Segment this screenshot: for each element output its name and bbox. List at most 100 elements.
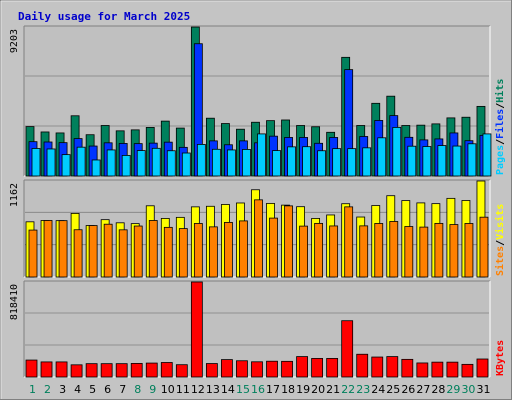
sites-bar-day-11 [178, 228, 188, 278]
pages-series [31, 127, 492, 177]
pages-bar-day-1 [31, 148, 41, 177]
hits-legend-separator: / [495, 139, 506, 145]
visits-legend: Sites/Visits [494, 204, 506, 276]
day-label-11: 11 [176, 383, 190, 396]
sites-bar-day-10 [163, 226, 173, 278]
day-label-24: 24 [371, 383, 385, 396]
kbytes-bar-day-20 [311, 358, 324, 378]
pages-bar-day-12 [196, 144, 206, 177]
day-labels: 1 2 3 4 5 6 7 8 9 10 11 12 13 14 15 16 17 18 19 20 21 22 23 24 2… [29, 383, 490, 396]
day-label-31: 31 [476, 383, 490, 396]
day-label-1: 1 [29, 383, 36, 396]
sites-bar-day-18 [284, 205, 293, 278]
pages-bar-day-30 [467, 143, 477, 177]
panels-layer: 9203Pages/Files/Hits1162Sites/Visits8184… [9, 25, 506, 378]
pages-bar-day-21 [332, 148, 342, 177]
kbytes-bar-day-9 [145, 362, 158, 378]
pages-bar-day-2 [46, 148, 56, 177]
day-label-15: 15 [236, 383, 250, 396]
hits-legend-files: Files [494, 109, 506, 139]
kbytes-bar-day-29 [446, 361, 459, 378]
pages-bar-day-11 [181, 152, 191, 177]
pages-bar-day-24 [377, 137, 387, 177]
day-label-2: 2 [44, 383, 51, 396]
pages-bar-day-13 [211, 148, 221, 177]
pages-bar-day-9 [151, 147, 161, 177]
pages-bar-day-31 [482, 133, 492, 177]
pages-bar-day-17 [272, 150, 281, 177]
sites-bar-day-2 [43, 220, 53, 278]
pages-bar-day-16 [257, 133, 266, 177]
pages-bar-day-7 [121, 155, 131, 177]
day-label-30: 30 [461, 383, 475, 396]
day-label-13: 13 [206, 383, 220, 396]
day-label-3: 3 [59, 383, 66, 396]
pages-bar-day-4 [76, 146, 86, 177]
day-label-19: 19 [296, 383, 310, 396]
pages-bar-day-10 [166, 150, 176, 177]
day-label-29: 29 [446, 383, 460, 396]
kbytes-bar-day-30 [461, 363, 474, 378]
sites-bar-day-26 [404, 226, 414, 278]
sites-bar-day-27 [419, 226, 429, 278]
sites-bar-day-3 [58, 220, 68, 278]
kbytes-bar-day-14 [221, 359, 233, 378]
sites-bar-day-30 [464, 223, 474, 278]
kbytes-bar-day-6 [100, 363, 113, 378]
chart-title: Daily usage for March 2025 [18, 10, 190, 23]
pages-bar-day-8 [136, 150, 146, 177]
sites-bar-day-28 [434, 222, 444, 278]
day-label-9: 9 [149, 383, 156, 396]
day-label-22: 22 [341, 383, 355, 396]
kbytes-bar-day-26 [401, 358, 414, 378]
day-label-28: 28 [431, 383, 445, 396]
kbytes-legend-kbytes: KBytes [495, 340, 506, 376]
kbytes-bar-day-12 [190, 281, 203, 378]
day-label-4: 4 [74, 383, 81, 396]
sites-bar-day-5 [88, 225, 98, 278]
kbytes-bar-day-8 [130, 363, 143, 378]
kbytes-bar-day-7 [115, 363, 128, 378]
visits-legend-visits: Visits [494, 204, 506, 240]
hits-legend: Pages/Files/Hits [494, 79, 506, 175]
day-label-10: 10 [161, 383, 175, 396]
kbytes-bar-day-27 [416, 362, 429, 378]
day-label-26: 26 [401, 383, 415, 396]
kbytes-panel: 818410 KBytes [9, 280, 506, 378]
kbytes-bar-day-22 [341, 320, 354, 378]
hits-legend-hits: Hits [494, 79, 506, 103]
sites-bar-day-25 [389, 221, 399, 278]
sites-bar-day-7 [118, 229, 128, 278]
day-label-16: 16 [251, 383, 265, 396]
day-label-23: 23 [356, 383, 370, 396]
pages-bar-day-26 [407, 145, 417, 177]
kbytes-bar-day-10 [160, 362, 173, 378]
kbytes-bar-day-2 [40, 361, 53, 378]
day-label-7: 7 [119, 383, 126, 396]
sites-bar-day-17 [269, 217, 278, 278]
pages-bar-day-23 [362, 147, 372, 177]
kbytes-bar-day-1 [25, 359, 38, 378]
day-label-27: 27 [416, 383, 430, 396]
sites-bar-day-1 [28, 229, 38, 278]
kbytes-bar-day-21 [326, 358, 339, 378]
day-label-6: 6 [104, 383, 111, 396]
sites-bar-day-14 [224, 221, 233, 278]
pages-bar-day-27 [422, 146, 432, 177]
pages-bar-day-3 [61, 154, 71, 177]
kbytes-series [25, 281, 489, 378]
pages-bar-day-14 [227, 149, 236, 177]
sites-bar-day-31 [479, 216, 489, 278]
sites-bar-day-24 [374, 223, 384, 278]
sites-bar-day-23 [359, 225, 369, 278]
pages-bar-day-28 [437, 145, 447, 177]
pages-bar-day-15 [242, 149, 251, 177]
sites-bar-day-13 [208, 226, 218, 278]
sites-bar-day-20 [314, 222, 324, 278]
sites-bar-day-16 [254, 199, 263, 278]
sites-bar-day-29 [449, 224, 459, 278]
sites-bar-day-19 [299, 225, 308, 278]
hits-legend-pages: Pages [495, 145, 506, 175]
kbytes-bar-day-3 [55, 361, 68, 378]
kbytes-bar-day-4 [70, 364, 83, 378]
